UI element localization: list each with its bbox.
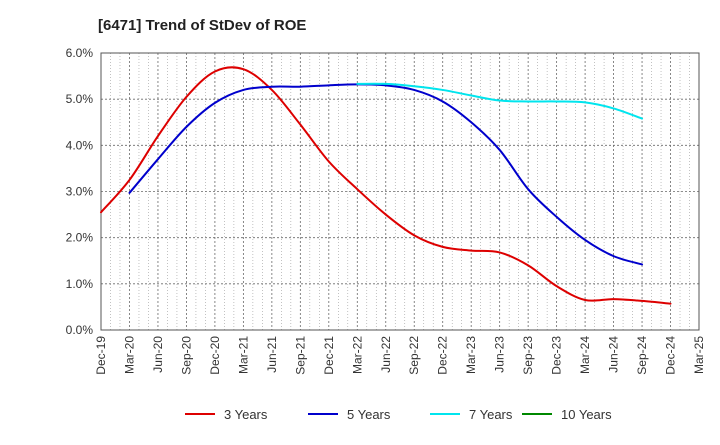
x-tick-label: Mar-23 — [464, 336, 478, 374]
x-tick-label: Jun-23 — [493, 336, 507, 373]
axis-layer: 0.0% 1.0% 2.0% 3.0% 4.0% 5.0% 6.0% Dec-19 Mar-20… — [66, 46, 706, 375]
y-tick-label: 5.0% — [66, 92, 94, 106]
y-tick-label: 6.0% — [66, 46, 94, 60]
x-tick-label: Mar-22 — [350, 336, 364, 374]
x-tick-label: Jun-22 — [379, 336, 393, 373]
x-tick-label: Sep-20 — [179, 336, 193, 375]
x-tick-label: Mar-21 — [236, 336, 250, 374]
y-tick-label: 4.0% — [66, 138, 94, 152]
series-line-5-years — [128, 83, 644, 266]
legend-item-5-years: 5 Years — [308, 407, 391, 422]
x-tick-label: Dec-23 — [550, 336, 564, 375]
y-tick-label: 2.0% — [66, 231, 94, 245]
legend-item-3-years: 3 Years — [185, 407, 268, 422]
chart-title: [6471] Trend of StDev of ROE — [98, 17, 306, 34]
x-tick-label: Mar-20 — [122, 336, 136, 374]
y-tick-label: 1.0% — [66, 277, 94, 291]
legend-label-10-years: 10 Years — [561, 407, 612, 422]
series-layer — [100, 66, 672, 305]
series-line-3-years — [100, 66, 672, 305]
x-tick-label: Dec-21 — [322, 336, 336, 375]
y-tick-label: 3.0% — [66, 185, 94, 199]
legend-label-5-years: 5 Years — [347, 407, 391, 422]
x-tick-label: Sep-22 — [407, 336, 421, 375]
x-tick-label: Dec-19 — [94, 336, 108, 375]
x-tick-label: Dec-24 — [664, 336, 678, 375]
legend-item-10-years: 10 Years — [522, 407, 612, 422]
legend: 3 Years 5 Years 7 Years 10 Years — [185, 407, 612, 422]
x-tick-label: Jun-20 — [151, 336, 165, 373]
x-tick-label: Sep-21 — [293, 336, 307, 375]
x-tick-label: Mar-25 — [692, 336, 706, 374]
legend-label-7-years: 7 Years — [469, 407, 513, 422]
plot-border — [100, 52, 700, 331]
legend-item-7-years: 7 Years — [430, 407, 513, 422]
x-tick-label: Dec-20 — [208, 336, 222, 375]
x-tick-label: Sep-24 — [635, 336, 649, 375]
series-line-7-years — [356, 82, 644, 120]
grid-layer — [101, 53, 699, 330]
x-tick-label: Sep-23 — [521, 336, 535, 375]
x-tick-label: Jun-21 — [265, 336, 279, 373]
x-tick-label: Jun-24 — [607, 336, 621, 373]
x-tick-label: Dec-22 — [436, 336, 450, 375]
legend-label-3-years: 3 Years — [224, 407, 268, 422]
plot-area — [101, 53, 699, 330]
y-tick-label: 0.0% — [66, 323, 94, 337]
x-tick-label: Mar-24 — [578, 336, 592, 374]
